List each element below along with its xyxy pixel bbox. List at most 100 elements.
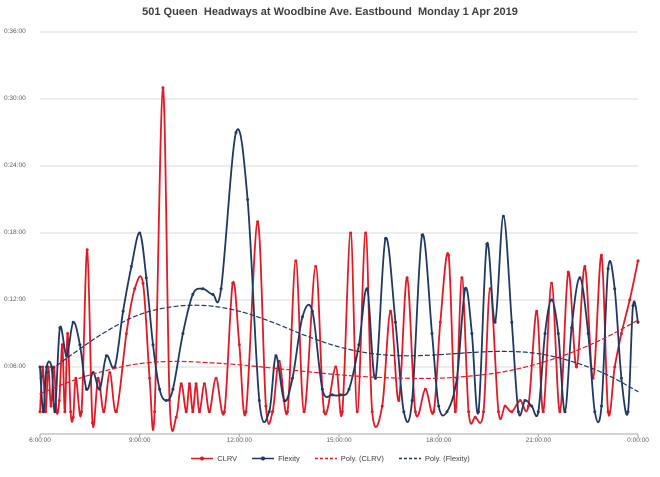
legend-item-poly-clrv: Poly. (CLRV): [314, 454, 384, 463]
marker-flexity: [543, 332, 547, 335]
marker-flexity: [291, 376, 294, 380]
marker-clrv: [124, 332, 128, 335]
marker-clrv: [44, 410, 48, 414]
marker-flexity: [138, 231, 142, 235]
marker-flexity: [626, 410, 630, 414]
marker-flexity: [631, 304, 635, 308]
marker-clrv: [575, 365, 578, 369]
y-axis-tick-label: 0:24:00: [4, 162, 26, 169]
marker-clrv: [636, 259, 640, 263]
marker-clrv: [237, 343, 241, 347]
marker-clrv: [244, 410, 248, 414]
marker-clrv: [397, 399, 401, 402]
marker-clrv: [535, 309, 539, 313]
marker-flexity: [98, 387, 102, 391]
marker-clrv: [179, 382, 183, 386]
x-axis-tick-label: 12:00:00: [226, 437, 252, 444]
x-axis-tick-label: 15:00:00: [326, 437, 352, 444]
marker-flexity: [234, 131, 238, 134]
marker-clrv: [349, 231, 353, 235]
marker-clrv: [526, 404, 530, 408]
marker-clrv: [294, 259, 298, 263]
x-axis-tick-label: 18:00:00: [426, 437, 452, 444]
marker-clrv: [432, 410, 436, 414]
legend-item-flexity: Flexity: [251, 454, 300, 463]
marker-flexity: [570, 326, 574, 330]
marker-flexity: [516, 410, 520, 414]
marker-flexity: [586, 332, 590, 335]
marker-clrv: [482, 410, 485, 414]
legend-label: Poly. (Flexity): [424, 454, 470, 463]
marker-flexity: [563, 410, 567, 414]
marker-clrv: [438, 320, 442, 324]
series-clrv-line: [39, 86, 639, 432]
marker-clrv: [541, 410, 545, 414]
marker-clrv: [256, 220, 260, 224]
series-flexity-line: [39, 128, 639, 424]
legend-item-clrv: CLRV: [190, 454, 237, 463]
marker-flexity: [365, 287, 369, 291]
marker-flexity: [85, 387, 88, 391]
marker-clrv: [96, 376, 100, 380]
marker-flexity: [437, 404, 441, 408]
marker-clrv: [231, 281, 235, 285]
marker-flexity: [246, 198, 250, 201]
marker-clrv: [558, 410, 562, 414]
marker-flexity: [41, 410, 45, 414]
chart-title: 501 Queen Headways at Woodbine Ave. East…: [142, 6, 518, 18]
marker-flexity: [121, 309, 125, 313]
marker-flexity: [420, 233, 424, 237]
marker-clrv: [600, 253, 603, 257]
marker-flexity: [282, 399, 286, 402]
marker-clrv: [447, 253, 451, 257]
marker-flexity: [613, 287, 617, 291]
marker-flexity: [510, 320, 514, 324]
marker-clrv: [583, 265, 587, 268]
marker-flexity: [301, 315, 304, 319]
marker-clrv: [71, 415, 75, 419]
marker-clrv: [133, 287, 137, 291]
marker-clrv: [334, 365, 338, 369]
marker-clrv: [191, 410, 195, 414]
marker-clrv: [566, 270, 570, 274]
marker-flexity: [330, 393, 334, 397]
marker-flexity: [53, 410, 57, 414]
marker-flexity: [347, 387, 351, 391]
marker-clrv: [619, 332, 623, 335]
marker-clrv: [423, 387, 427, 391]
marker-clrv: [628, 298, 632, 302]
marker-clrv: [49, 404, 53, 408]
marker-flexity: [394, 320, 397, 324]
marker-flexity: [636, 320, 640, 324]
marker-flexity: [410, 399, 414, 402]
marker-clrv: [550, 281, 554, 285]
marker-clrv: [503, 404, 507, 408]
legend-swatch-poly-flexity: [398, 457, 421, 460]
marker-flexity: [485, 242, 489, 246]
marker-clrv: [141, 281, 145, 285]
marker-clrv: [405, 276, 409, 280]
marker-flexity: [71, 320, 75, 324]
legend: CLRV Flexity Poly. (CLRV) Poly. (Flexity): [0, 454, 660, 463]
marker-flexity: [158, 387, 162, 391]
marker-clrv: [355, 410, 359, 414]
marker-clrv: [264, 404, 268, 408]
marker-flexity: [58, 326, 62, 330]
marker-clrv: [91, 421, 94, 425]
marker-flexity: [219, 287, 223, 291]
marker-clrv: [102, 410, 106, 414]
marker-clrv: [85, 248, 89, 252]
series-poly-flexity-line: [39, 304, 639, 393]
marker-clrv: [389, 309, 392, 313]
marker-clrv: [340, 410, 344, 414]
marker-clrv: [202, 382, 206, 386]
marker-flexity: [38, 365, 42, 369]
marker-flexity: [104, 354, 108, 358]
legend-swatch-poly-clrv: [314, 457, 337, 460]
marker-flexity: [600, 404, 603, 408]
x-axis-tick-label: 6:00:00: [29, 437, 51, 444]
marker-flexity: [578, 276, 582, 280]
legend-swatch-clrv: [191, 456, 214, 461]
marker-clrv: [153, 410, 157, 414]
